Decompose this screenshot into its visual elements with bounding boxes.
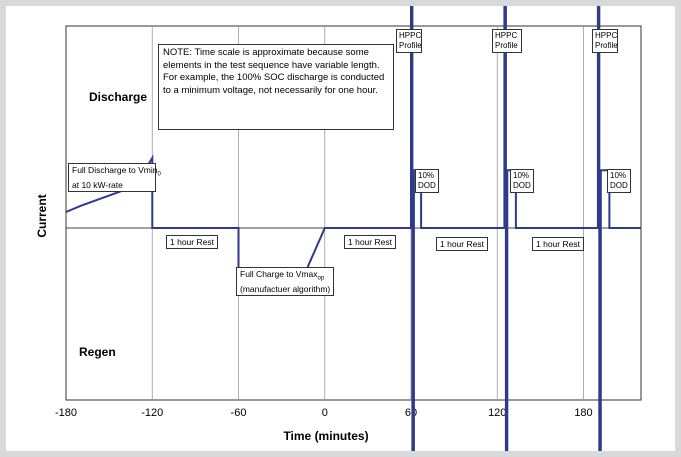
hppc-2-line1: HPPC <box>495 31 518 40</box>
region-label-regen: Regen <box>79 345 116 359</box>
rest-label-2: 1 hour Rest <box>344 235 396 249</box>
dod-label-1: 10% DOD <box>415 169 439 193</box>
hppc-1-line1: HPPC <box>399 31 422 40</box>
hppc-label-1: HPPC Profile <box>396 29 422 53</box>
x-tick-label: -120 <box>141 407 163 419</box>
dod-3-line2: DOD <box>610 181 628 190</box>
rest-label-3: 1 hour Rest <box>436 237 488 251</box>
dod-1-line1: 10% <box>418 171 435 180</box>
dod-label-2: 10% DOD <box>510 169 534 193</box>
full-charge-line2: (manufactuer algorithm) <box>240 283 331 294</box>
chart-frame: -180 -120 -60 0 60 120 180 Discharge Regen Cur… <box>6 6 675 451</box>
dod-1-line2: DOD <box>418 181 436 190</box>
x-tick-label: 180 <box>574 407 592 419</box>
dod-2-line1: 10% <box>513 171 530 180</box>
x-tick-label: 0 <box>322 407 328 419</box>
y-axis-label: Current <box>35 194 49 237</box>
hppc-label-3: HPPC Profile <box>592 29 618 53</box>
x-axis-label: Time (minutes) <box>283 429 368 443</box>
hppc-3-line2: Profile <box>595 41 618 50</box>
rest-label-4: 1 hour Rest <box>532 237 584 251</box>
dod-label-3: 10% DOD <box>607 169 631 193</box>
x-tick-label: 60 <box>405 407 417 419</box>
x-tick-label: -60 <box>231 407 247 419</box>
full-discharge-subscript: 0 <box>157 171 161 178</box>
hppc-1-line2: Profile <box>399 41 422 50</box>
hppc-2-line2: Profile <box>495 41 518 50</box>
hppc-label-2: HPPC Profile <box>492 29 522 53</box>
dod-3-line1: 10% <box>610 171 627 180</box>
dod-2-line2: DOD <box>513 181 531 190</box>
annotation-full-discharge: Full Discharge to Vmin0 at 10 kW-rate <box>68 163 161 192</box>
full-charge-subscript: op <box>317 275 325 282</box>
hppc-3-line1: HPPC <box>595 31 618 40</box>
annotation-full-charge: Full Charge to Vmaxop (manufactuer algor… <box>236 267 334 296</box>
note-annotation: NOTE: Time scale is approximate because … <box>158 44 394 130</box>
full-discharge-line1: Full Discharge to Vmin <box>72 165 158 175</box>
region-label-discharge: Discharge <box>89 90 147 104</box>
full-charge-line1: Full Charge to Vmax <box>240 269 318 279</box>
x-tick-label: -180 <box>55 407 77 419</box>
x-tick-label: 120 <box>488 407 506 419</box>
rest-label-1: 1 hour Rest <box>166 235 218 249</box>
full-discharge-line2: at 10 kW-rate <box>72 179 123 190</box>
